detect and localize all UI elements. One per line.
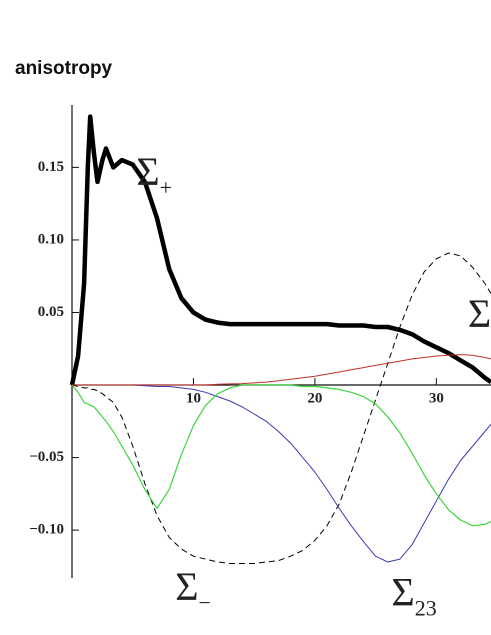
annotation-subscript: + bbox=[160, 175, 172, 200]
annotation-symbol: Σ bbox=[136, 149, 159, 194]
x-tick-label: 30 bbox=[429, 390, 444, 406]
annotation: Σ23 bbox=[391, 570, 436, 621]
y-tick-label: 0.15 bbox=[38, 159, 64, 175]
series-line bbox=[69, 114, 491, 386]
annotation-symbol: Σ bbox=[175, 564, 198, 609]
x-tick-label: 10 bbox=[186, 390, 201, 406]
annotation: Σ bbox=[468, 291, 491, 336]
x-tick-label: 20 bbox=[307, 390, 322, 406]
y-tick-label: −0.10 bbox=[29, 522, 64, 538]
series-line bbox=[71, 252, 491, 564]
series-line bbox=[72, 354, 491, 386]
series-line bbox=[72, 384, 491, 563]
chart-title: anisotropy bbox=[15, 58, 113, 79]
annotation-symbol: Σ bbox=[468, 291, 491, 336]
y-tick-label: 0.05 bbox=[38, 304, 64, 320]
annotation: Σ+ bbox=[136, 149, 172, 200]
y-tick-label: 0.10 bbox=[38, 231, 64, 247]
y-tick-label: −0.05 bbox=[29, 449, 64, 465]
annotation-symbol: Σ bbox=[391, 570, 414, 615]
annotation-subscript: 23 bbox=[415, 596, 437, 621]
annotation-subscript: − bbox=[199, 590, 211, 615]
annotation: Σ− bbox=[175, 564, 211, 615]
series-line bbox=[71, 384, 491, 527]
